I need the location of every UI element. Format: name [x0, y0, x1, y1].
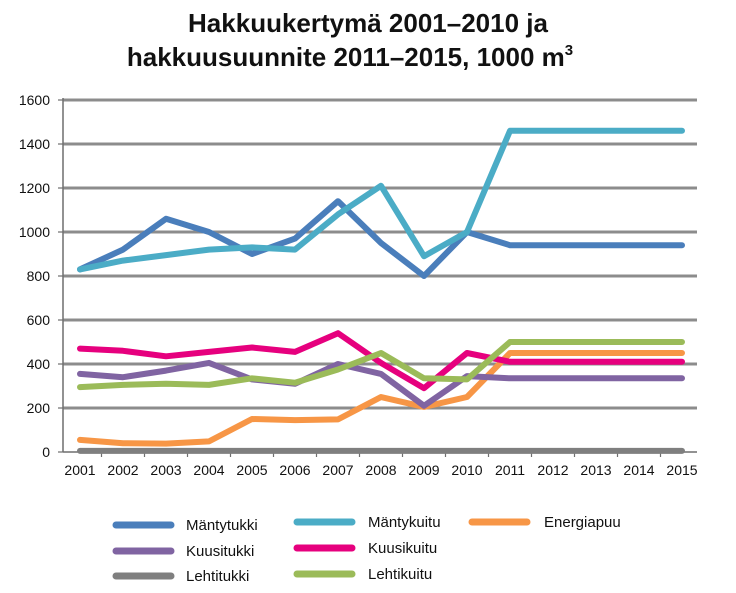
y-tick-label: 0	[42, 444, 50, 460]
series-line-kuusikuitu	[77, 330, 685, 392]
legend-label: Kuusikuitu	[368, 540, 437, 557]
x-tick-label: 2012	[537, 462, 568, 478]
x-tick-label: 2011	[495, 462, 525, 478]
series-lines	[77, 127, 685, 454]
chart-title-line1: Hakkuukertymä 2001–2010 ja	[188, 8, 548, 38]
x-tick-label: 2008	[365, 462, 396, 478]
x-tick-label: 2007	[322, 462, 353, 478]
legend-label: Lehtikuitu	[368, 566, 432, 583]
x-tick-label: 2001	[64, 462, 95, 478]
y-tick-label: 400	[27, 356, 51, 372]
series-line-energiapuu	[77, 350, 685, 447]
legend-label: Kuusitukki	[186, 543, 254, 560]
x-tick-label: 2014	[623, 462, 654, 478]
y-tick-label: 600	[27, 312, 51, 328]
legend: Mäntytukki Mäntykuitu Energiapuu Kuusitukki…	[112, 514, 621, 585]
legend-label: Mäntykuitu	[368, 514, 441, 531]
y-tick-label: 1600	[19, 92, 50, 108]
y-tick-label: 1000	[19, 224, 50, 240]
chart-title-line2-text: hakkuusuunnite 2011–2015, 1000 m	[127, 42, 565, 72]
legend-label: Lehtitukki	[186, 568, 249, 585]
x-tick-label: 2003	[150, 462, 181, 478]
x-axis: 2001 2002 2003 2004 2005 2006 2007 2008 2009 2010…	[63, 451, 698, 478]
x-tick-label: 2002	[107, 462, 138, 478]
legend-label: Energiapuu	[544, 514, 621, 531]
y-tick-label: 1400	[19, 136, 50, 152]
series-line-mäntytukki	[77, 198, 685, 279]
x-tick-label: 2005	[236, 462, 267, 478]
y-tick-label: 800	[27, 268, 51, 284]
series-line-kuusitukki	[77, 359, 685, 409]
series-line-lehtikuitu	[77, 339, 685, 391]
x-tick-label: 2010	[451, 462, 482, 478]
x-tick-label: 2013	[580, 462, 611, 478]
chart-title-line2: hakkuusuunnite 2011–2015, 1000 m3	[127, 42, 573, 72]
x-tick-label: 2004	[193, 462, 224, 478]
y-axis: 0 200 400 600 800 1000 1200 1400 1600	[19, 92, 64, 460]
y-tick-label: 1200	[19, 180, 50, 196]
x-tick-label: 2015	[666, 462, 697, 478]
y-tick-label: 200	[27, 400, 51, 416]
chart-title-superscript: 3	[565, 42, 573, 59]
x-tick-label: 2009	[408, 462, 439, 478]
x-tick-label: 2006	[279, 462, 310, 478]
legend-label: Mäntytukki	[186, 517, 258, 534]
series-line-mäntykuitu	[77, 127, 685, 273]
